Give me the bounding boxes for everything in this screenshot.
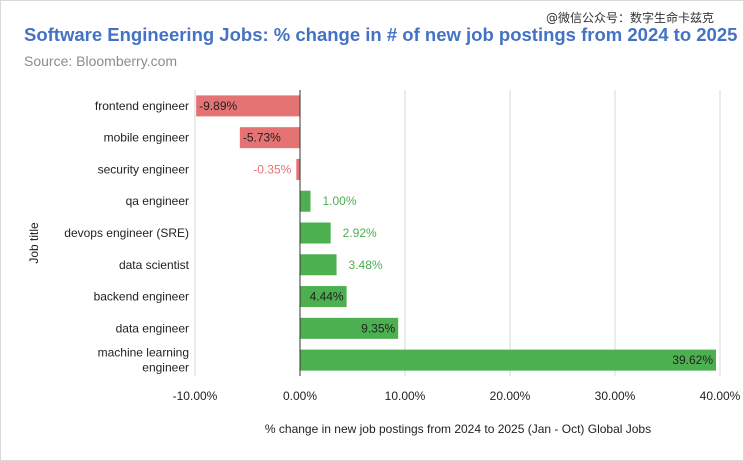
category-label: devops engineer (SRE): [64, 226, 189, 240]
category-label: engineer: [142, 361, 189, 375]
bar: [300, 286, 347, 308]
x-tick-label: 0.00%: [283, 389, 317, 403]
bar: [300, 317, 399, 339]
chart-title: Software Engineering Jobs: % change in #…: [24, 24, 738, 45]
x-axis-title: % change in new job postings from 2024 t…: [265, 422, 651, 436]
category-label: mobile engineer: [104, 131, 189, 145]
category-label: security engineer: [98, 162, 189, 176]
bar: [300, 190, 311, 212]
data-label: 2.92%: [343, 226, 377, 240]
category-label: data scientist: [119, 258, 190, 272]
bar: [196, 95, 300, 117]
category-label: frontend engineer: [95, 99, 189, 113]
bar: [300, 222, 331, 244]
watermark: @微信公众号：数字生命卡兹克: [546, 11, 715, 25]
data-label: -5.73%: [243, 131, 281, 145]
x-tick-label: 30.00%: [595, 389, 636, 403]
bar: [239, 127, 300, 149]
data-label: 1.00%: [323, 194, 357, 208]
category-label: data engineer: [116, 321, 189, 335]
data-label: -9.89%: [199, 99, 237, 113]
y-axis-title: Job title: [27, 222, 41, 264]
chart-subtitle: Source: Bloomberry.com: [24, 53, 178, 69]
bar: [300, 349, 717, 371]
x-tick-label: 10.00%: [385, 389, 426, 403]
category-label: qa engineer: [126, 194, 189, 208]
category-label: backend engineer: [94, 290, 189, 304]
x-tick-label: 20.00%: [490, 389, 531, 403]
x-tick-label: -10.00%: [173, 389, 218, 403]
data-label: 3.48%: [349, 258, 383, 272]
bar: [296, 158, 300, 180]
data-label: 39.62%: [672, 353, 713, 367]
data-label: -0.35%: [253, 162, 291, 176]
bar: [300, 254, 337, 276]
data-label: 9.35%: [361, 321, 395, 335]
x-tick-label: 40.00%: [700, 389, 741, 403]
category-label: machine learning: [98, 346, 189, 360]
data-label: 4.44%: [310, 290, 344, 304]
